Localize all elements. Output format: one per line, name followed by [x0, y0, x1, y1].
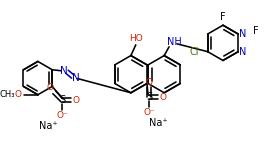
Text: HO: HO: [129, 34, 143, 43]
Text: F: F: [253, 26, 259, 36]
Text: O: O: [72, 96, 79, 105]
Text: CH₃: CH₃: [0, 90, 15, 99]
Text: S: S: [59, 95, 65, 105]
Text: N: N: [72, 73, 80, 83]
Text: Na⁺: Na⁺: [39, 121, 58, 131]
Text: N: N: [239, 47, 247, 57]
Text: O: O: [146, 78, 152, 87]
Text: O: O: [15, 90, 22, 99]
Text: F: F: [220, 12, 226, 22]
Text: O: O: [159, 93, 166, 102]
Text: O⁻: O⁻: [143, 108, 155, 117]
Text: O: O: [47, 83, 54, 92]
Text: S: S: [146, 92, 152, 102]
Text: N: N: [239, 29, 247, 39]
Text: Na⁺: Na⁺: [150, 118, 168, 128]
Text: NH: NH: [167, 37, 181, 47]
Text: N: N: [60, 66, 68, 76]
Text: O⁻: O⁻: [56, 111, 68, 120]
Text: Cl: Cl: [189, 47, 199, 57]
